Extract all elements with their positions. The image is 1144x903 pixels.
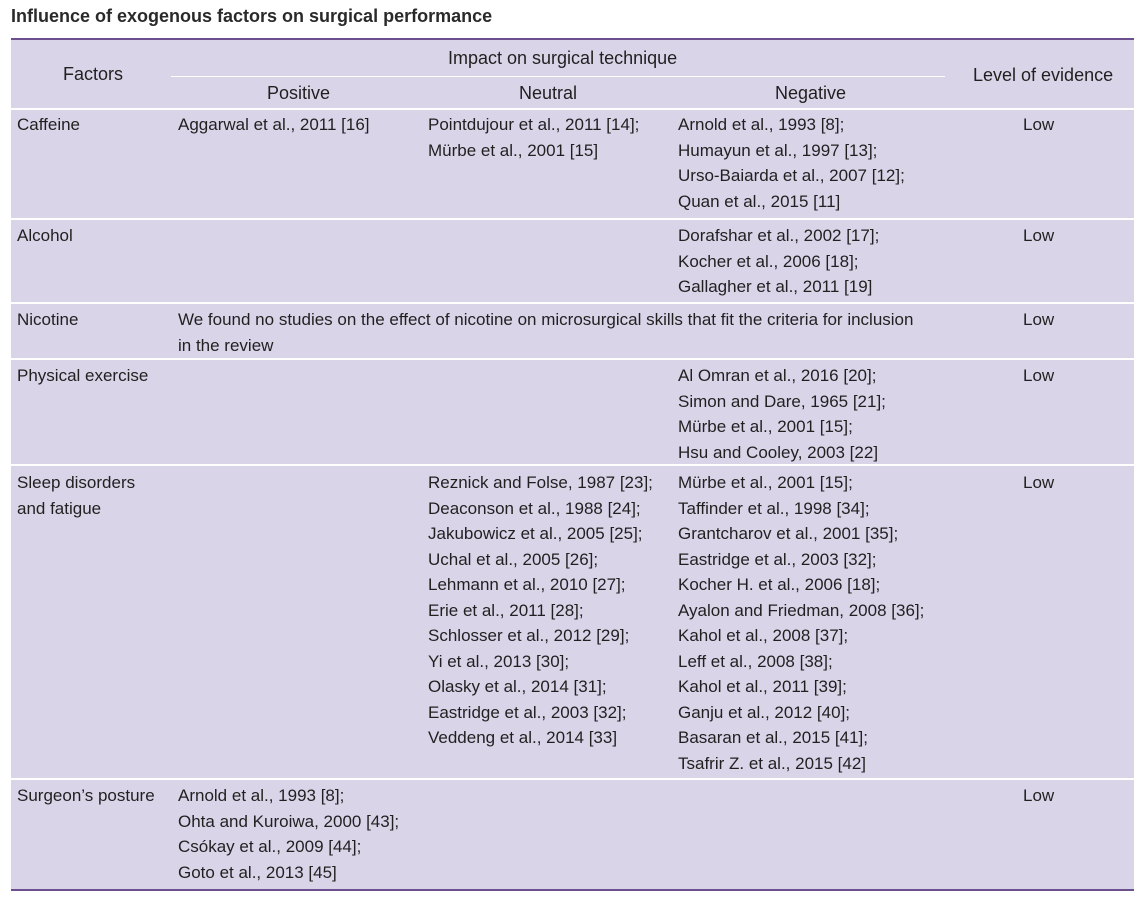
row-caffeine-negative: Arnold et al., 1993 [8]; Humayun et al.,… (678, 112, 905, 214)
ref-line: Lehmann et al., 2010 [27]; (428, 575, 626, 594)
factor-line: Sleep disorders (17, 473, 136, 492)
ref-line: Dorafshar et al., 2002 [17]; (678, 226, 880, 245)
row-exercise-negative: Al Omran et al., 2016 [20]; Simon and Da… (678, 363, 886, 465)
ref-line: Kahol et al., 2008 [37]; (678, 626, 849, 645)
row-divider (11, 464, 1134, 466)
ref-line: Goto et al., 2013 [45] (178, 862, 337, 882)
row-alcohol-evidence: Low (1023, 226, 1055, 245)
ref-line: Schlosser et al., 2012 [29]; (428, 626, 630, 645)
header-divider (11, 108, 1134, 110)
ref-line: Deaconson et al., 1988 [24]; (428, 498, 641, 518)
ref-line: Al Omran et al., 2016 [20]; (678, 366, 877, 385)
row-exercise-factor: Physical exercise (17, 363, 148, 389)
ref-line: Csókay et al., 2009 [44]; (178, 837, 362, 856)
ref-line: Gallagher et al., 2011 [19] (678, 277, 873, 296)
row-posture-positive: Arnold et al., 1993 [8]; Ohta and Kuroiw… (178, 783, 399, 885)
ref-line: Jakubowicz et al., 2005 [25]; (428, 524, 643, 543)
row-caffeine-neutral: Pointdujour et al., 2011 [14]; Mürbe et … (428, 112, 639, 163)
ref-line: Humayun et al., 1997 [13]; (678, 140, 878, 160)
ref-line: Kahol et al., 2011 [39]; (678, 677, 847, 696)
ref-line: Quan et al., 2015 [11] (678, 191, 841, 211)
row-exercise-evidence: Low (1023, 366, 1055, 385)
ref-line: Taffinder et al., 1998 [34]; (678, 498, 870, 518)
row-posture-factor: Surgeon’s posture (17, 783, 155, 809)
row-nicotine-factor: Nicotine (17, 307, 78, 333)
ref-line: Kocher et al., 2006 [18]; (678, 251, 859, 271)
factor-line: Alcohol (17, 226, 73, 245)
row-divider (11, 358, 1134, 360)
span-line: in the review (178, 335, 274, 355)
factor-line: and fatigue (17, 498, 102, 518)
row-divider (11, 778, 1134, 780)
ref-line: Ayalon and Friedman, 2008 [36]; (678, 600, 925, 620)
header-evidence: Level of evidence (973, 65, 1114, 85)
ref-line: Mürbe et al., 2001 [15]; (678, 473, 853, 492)
ref-line: Aggarwal et al., 2011 [16] (178, 115, 370, 134)
row-divider (11, 218, 1134, 220)
ref-line: Mürbe et al., 2001 [15]; (678, 417, 853, 436)
header-negative: Negative (775, 83, 847, 103)
ref-line: Simon and Dare, 1965 [21]; (678, 391, 886, 411)
row-caffeine-positive: Aggarwal et al., 2011 [16] (178, 112, 370, 138)
row-alcohol-factor: Alcohol (17, 223, 73, 249)
row-caffeine-evidence: Low (1023, 115, 1055, 134)
ref-line: Ohta and Kuroiwa, 2000 [43]; (178, 811, 400, 831)
ref-line: Kocher H. et al., 2006 [18]; (678, 575, 881, 594)
ref-line: Leff et al., 2008 [38]; (678, 651, 833, 671)
span-line: We found no studies on the effect of nic… (178, 310, 914, 329)
factor-line: Nicotine (17, 310, 79, 329)
ref-line: Olasky et al., 2014 [31]; (428, 677, 607, 696)
row-sleep-evidence: Low (1023, 473, 1055, 492)
row-nicotine-span: We found no studies on the effect of nic… (178, 307, 913, 358)
ref-line: Erie et al., 2011 [28]; (428, 600, 584, 620)
row-alcohol-negative: Dorafshar et al., 2002 [17]; Kocher et a… (678, 223, 879, 300)
row-sleep-negative: Mürbe et al., 2001 [15]; Taffinder et al… (678, 470, 924, 776)
ref-line: Uchal et al., 2005 [26]; (428, 549, 599, 569)
ref-line: Grantcharov et al., 2001 [35]; (678, 524, 899, 543)
header-subline (171, 76, 945, 77)
header-neutral: Neutral (519, 83, 578, 103)
ref-line: Urso-Baiarda et al., 2007 [12]; (678, 166, 905, 185)
factor-line: Physical exercise (17, 366, 149, 385)
factor-line: Surgeon’s posture (17, 786, 155, 805)
header-factors: Factors (63, 64, 124, 84)
header-impact: Impact on surgical technique (448, 48, 678, 68)
row-caffeine-factor: Caffeine (17, 112, 80, 138)
factor-line: Caffeine (17, 115, 81, 134)
ref-line: Mürbe et al., 2001 [15] (428, 140, 599, 160)
ref-line: Eastridge et al., 2003 [32]; (428, 702, 627, 722)
row-sleep-neutral: Reznick and Folse, 1987 [23]; Deaconson … (428, 470, 653, 751)
ref-line: Veddeng et al., 2014 [33] (428, 728, 618, 747)
ref-line: Basaran et al., 2015 [41]; (678, 728, 868, 747)
ref-line: Arnold et al., 1993 [8]; (178, 786, 345, 805)
ref-line: Reznick and Folse, 1987 [23]; (428, 473, 653, 492)
evidence-table: Factors Impact on surgical technique Pos… (11, 38, 1134, 891)
row-nicotine-evidence: Low (1023, 310, 1055, 329)
row-divider (11, 302, 1134, 304)
ref-line: Eastridge et al., 2003 [32]; (678, 549, 877, 569)
ref-line: Yi et al., 2013 [30]; (428, 651, 570, 671)
ref-line: Arnold et al., 1993 [8]; (678, 115, 845, 134)
table-caption: Influence of exogenous factors on surgic… (11, 6, 493, 26)
header-positive: Positive (267, 83, 331, 103)
row-posture-evidence: Low (1023, 786, 1055, 805)
ref-line: Pointdujour et al., 2011 [14]; (428, 115, 640, 134)
ref-line: Tsafrir Z. et al., 2015 [42] (678, 753, 867, 773)
row-sleep-factor: Sleep disorders and fatigue (17, 470, 135, 521)
ref-line: Ganju et al., 2012 [40]; (678, 702, 851, 722)
ref-line: Hsu and Cooley, 2003 [22] (678, 442, 879, 462)
